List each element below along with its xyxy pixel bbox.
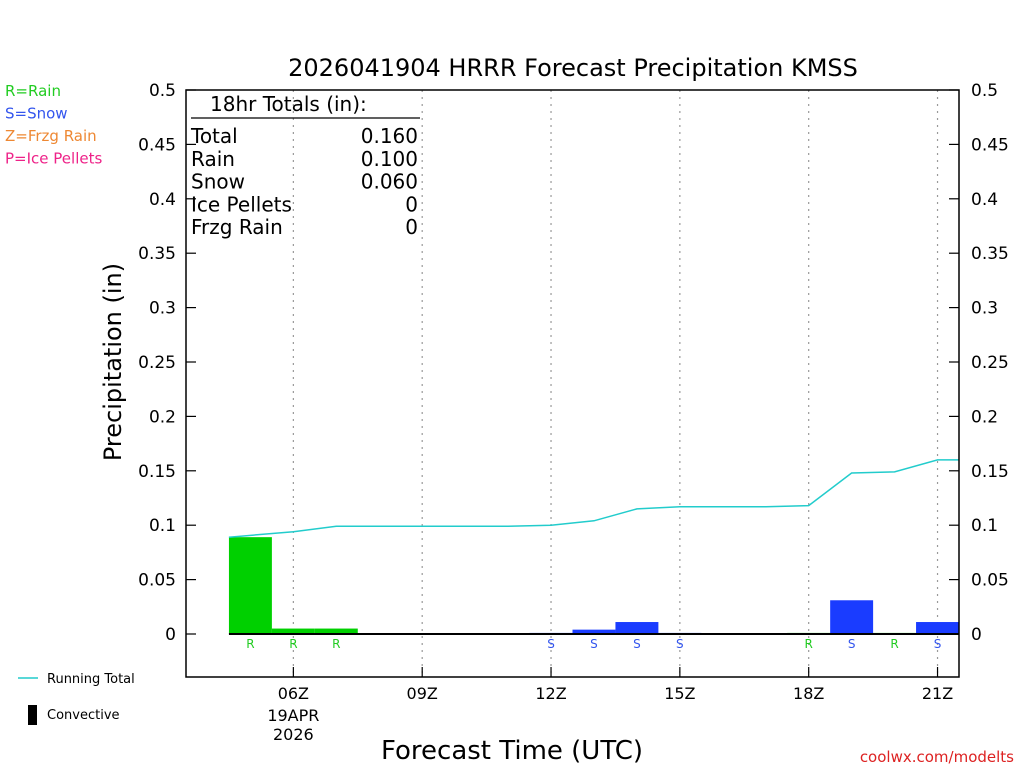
- y-tick-label: 0.5: [971, 81, 998, 101]
- precip-bar: [572, 629, 616, 634]
- x-tick-sublabel: 2026: [273, 725, 314, 744]
- precip-bar: [830, 600, 874, 634]
- totals-heading: 18hr Totals (in):: [210, 92, 367, 116]
- y-tick-label: 0.1: [149, 516, 176, 536]
- precip-type-letter: R: [289, 637, 297, 651]
- precip-type-letter: R: [805, 637, 813, 651]
- credit-text: coolwx.com/modelts: [860, 748, 1014, 766]
- series-legend-label: Convective: [47, 708, 120, 723]
- y-tick-label: 0.1: [971, 516, 998, 536]
- y-tick-label: 0.25: [138, 353, 176, 373]
- y-tick-label: 0.4: [149, 190, 176, 210]
- chart-title: 2026041904 HRRR Forecast Precipitation K…: [288, 54, 858, 82]
- x-tick-label: 21Z: [922, 684, 953, 703]
- series-legend: Running Total Convective: [18, 672, 135, 725]
- totals-row-label: Snow: [191, 170, 245, 194]
- precip-type-letter: R: [246, 637, 254, 651]
- y-tick-label: 0.5: [149, 81, 176, 101]
- totals-row-value: 0.100: [361, 147, 418, 171]
- precip-type-letter: S: [590, 637, 598, 651]
- precip-bar: [314, 628, 358, 634]
- y-tick-label: 0.25: [971, 353, 1009, 373]
- precip-bar: [271, 628, 315, 634]
- y-axis-left: 0 0.05 0.1 0.15 0.2 0.25 0.3 0.35 0.4 0.45 0.5: [138, 81, 196, 645]
- totals-row-value: 0.060: [361, 170, 418, 194]
- y-tick-label: 0.4: [971, 190, 998, 210]
- precip-type-letter: S: [848, 637, 856, 651]
- precip-type-legend: R=Rain S=Snow Z=Frzg Rain P=Ice Pellets: [5, 82, 102, 168]
- plot-frame: [185, 89, 960, 678]
- x-axis-label: Forecast Time (UTC): [381, 736, 643, 766]
- y-axis-right: 0 0.05 0.1 0.15 0.2 0.25 0.3 0.35 0.4 0.45 0.5: [949, 81, 1009, 645]
- totals-row-label: Ice Pellets: [191, 192, 292, 216]
- precip-type-letter: S: [547, 637, 555, 651]
- precip-type-letter: S: [676, 637, 684, 651]
- y-tick-label: 0.05: [971, 571, 1009, 591]
- y-tick-label: 0.3: [149, 299, 176, 319]
- x-tick-label: 12Z: [535, 684, 566, 703]
- x-tick-label: 18Z: [793, 684, 824, 703]
- precip-type-letter: R: [332, 637, 340, 651]
- running-total-polyline: [228, 459, 959, 538]
- precip-legend-item: Z=Frzg Rain: [5, 127, 97, 145]
- y-tick-label: 0: [971, 625, 982, 645]
- precip-type-letter: R: [890, 637, 898, 651]
- x-tick-label: 09Z: [407, 684, 438, 703]
- running-total-line: [228, 459, 959, 538]
- x-tick-sublabel: 19APR: [267, 706, 319, 725]
- precip-legend-item: P=Ice Pellets: [5, 150, 102, 168]
- precip-legend-item: S=Snow: [5, 105, 68, 123]
- precip-type-letter: S: [633, 637, 641, 651]
- x-tick-label: 15Z: [664, 684, 695, 703]
- totals-box: 18hr Totals (in): Total 0.160 Rain 0.100 Sno…: [190, 92, 420, 239]
- precip-bar: [615, 622, 659, 634]
- precip-bar: [916, 622, 959, 634]
- precip-type-letter: S: [934, 637, 942, 651]
- convective-legend-bar: [28, 705, 37, 725]
- y-tick-label: 0.15: [138, 462, 176, 482]
- totals-row-value: 0: [405, 192, 418, 216]
- x-tick-label: 06Z: [278, 684, 309, 703]
- y-tick-label: 0.45: [971, 135, 1009, 155]
- precip-bars: [228, 537, 959, 634]
- y-tick-label: 0.3: [971, 299, 998, 319]
- y-tick-label: 0: [165, 625, 176, 645]
- y-tick-label: 0.35: [138, 244, 176, 264]
- totals-row-label: Total: [190, 124, 238, 148]
- totals-row-value: 0.160: [361, 124, 418, 148]
- totals-row-label: Rain: [191, 147, 235, 171]
- y-tick-label: 0.05: [138, 571, 176, 591]
- y-tick-label: 0.35: [971, 244, 1009, 264]
- y-axis-label: Precipitation (in): [99, 263, 127, 461]
- y-tick-label: 0.2: [149, 407, 176, 427]
- y-tick-label: 0.15: [971, 462, 1009, 482]
- series-legend-label: Running Total: [47, 672, 135, 687]
- y-tick-label: 0.2: [971, 407, 998, 427]
- precip-bar: [228, 537, 272, 634]
- totals-row-value: 0: [405, 215, 418, 239]
- totals-row-label: Frzg Rain: [191, 215, 283, 239]
- y-tick-label: 0.45: [138, 135, 176, 155]
- precip-legend-item: R=Rain: [5, 82, 61, 100]
